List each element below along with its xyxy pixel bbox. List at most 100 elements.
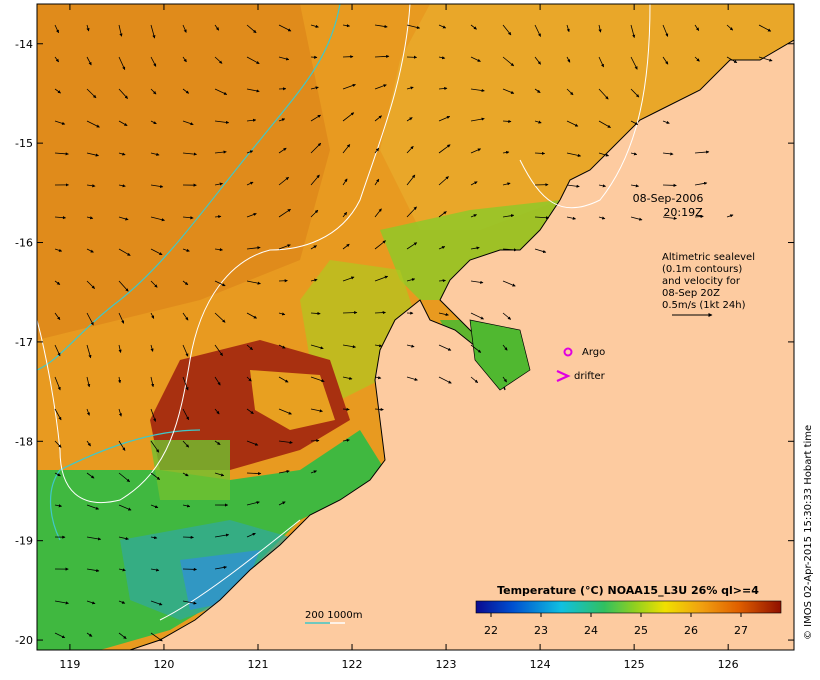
velocity-arrow xyxy=(534,88,541,93)
velocity-arrow xyxy=(278,312,286,316)
svg-text:0.5m/s (1kt 24h): 0.5m/s (1kt 24h) xyxy=(662,300,746,311)
velocity-arrow xyxy=(54,248,63,252)
velocity-arrow xyxy=(54,344,61,357)
velocity-arrow xyxy=(54,216,67,220)
velocity-arrow xyxy=(470,24,477,30)
velocity-arrow xyxy=(86,344,92,359)
velocity-arrow xyxy=(214,182,224,186)
velocity-arrow xyxy=(438,115,451,122)
velocity-arrow xyxy=(118,120,128,127)
velocity-arrow xyxy=(86,632,93,637)
velocity-arrow xyxy=(86,568,100,573)
velocity-arrow xyxy=(374,275,389,282)
velocity-arrow xyxy=(662,216,677,220)
colorbar-tick-label: 25 xyxy=(634,624,648,637)
velocity-arrow xyxy=(182,600,197,605)
velocity-arrow xyxy=(86,152,99,157)
velocity-arrow xyxy=(214,24,220,31)
drifter-legend: drifter xyxy=(556,369,606,383)
velocity-arrow xyxy=(470,117,485,122)
velocity-arrow xyxy=(86,248,94,253)
velocity-arrow xyxy=(278,440,293,444)
isobath-1000m xyxy=(37,4,651,621)
x-tick-label: 126 xyxy=(718,658,739,671)
velocity-arrow xyxy=(54,376,61,391)
velocity-arrow xyxy=(86,408,90,416)
velocity-arrow xyxy=(438,211,447,218)
velocity-arrow xyxy=(406,278,416,282)
velocity-arrow xyxy=(662,56,669,65)
velocity-arrow xyxy=(662,120,670,124)
svg-text:200 1000m: 200 1000m xyxy=(305,610,362,621)
velocity-arrow xyxy=(246,501,260,506)
x-tick-label: 121 xyxy=(247,658,268,671)
velocity-arrow xyxy=(54,504,63,508)
velocity-arrow xyxy=(406,242,418,250)
velocity-arrow xyxy=(310,470,317,474)
velocity-arrow xyxy=(150,216,165,222)
velocity-arrow xyxy=(246,280,261,285)
velocity-arrow xyxy=(470,214,477,218)
velocity-arrow xyxy=(470,246,480,250)
velocity-arrow xyxy=(310,408,323,413)
velocity-arrow xyxy=(118,312,125,324)
x-tick-label: 125 xyxy=(624,658,645,671)
velocity-arrow xyxy=(310,311,321,316)
velocity-arrow xyxy=(374,147,380,154)
velocity-arrow xyxy=(54,440,62,448)
velocity-arrow xyxy=(150,88,157,95)
velocity-arrow xyxy=(246,181,254,186)
velocity-arrow xyxy=(118,152,126,156)
velocity-arrow xyxy=(118,344,122,353)
velocity-arrow xyxy=(470,280,484,284)
velocity-arrow xyxy=(374,407,384,412)
velocity-arrow xyxy=(502,56,515,67)
velocity-arrow xyxy=(342,243,350,250)
velocity-arrow xyxy=(182,120,194,126)
velocity-arrow xyxy=(534,120,542,124)
y-axis: -14 -15 -16 -17 -18 -19 -20 xyxy=(15,38,794,647)
velocity-arrow xyxy=(246,24,257,34)
velocity-arrow xyxy=(118,632,127,639)
velocity-arrow xyxy=(118,216,129,221)
y-tick-label: -14 xyxy=(15,38,33,51)
x-axis: 119 120 121 122 123 124 125 126 xyxy=(59,4,739,671)
velocity-arrow xyxy=(566,88,574,96)
velocity-arrow xyxy=(342,178,348,186)
velocity-arrow xyxy=(502,119,512,123)
velocity-arrow xyxy=(438,144,451,154)
velocity-arrow xyxy=(150,120,157,125)
velocity-arrow xyxy=(150,280,158,288)
velocity-arrow xyxy=(598,184,607,188)
velocity-arrow xyxy=(118,280,129,292)
velocity-arrow xyxy=(310,278,318,282)
velocity-arrow xyxy=(374,311,386,315)
velocity-arrow xyxy=(246,56,260,65)
velocity-arrow xyxy=(310,114,321,122)
velocity-arrow xyxy=(214,565,227,570)
velocity-arrow xyxy=(310,24,319,28)
velocity-arrow xyxy=(214,215,222,219)
velocity-arrow xyxy=(182,24,187,33)
plot-frame xyxy=(36,3,795,651)
velocity-arrow xyxy=(278,376,289,383)
velocity-arrow xyxy=(182,248,190,252)
velocity-arrow xyxy=(598,152,610,157)
velocity-arrow xyxy=(406,376,418,381)
velocity-arrow xyxy=(694,181,708,186)
velocity-arrow xyxy=(342,276,355,282)
velocity-arrow xyxy=(662,24,669,37)
velocity-arrow xyxy=(182,408,190,421)
velocity-arrow xyxy=(54,24,59,34)
velocity-arrow xyxy=(118,248,131,256)
velocity-arrow xyxy=(566,56,571,63)
velocity-arrow xyxy=(406,344,415,348)
svg-text:Altimetric sealevel: Altimetric sealevel xyxy=(662,252,755,263)
velocity-arrow xyxy=(470,148,482,154)
velocity-arrow xyxy=(374,24,388,29)
velocity-arrow xyxy=(246,532,256,538)
colorbar-tick-label: 23 xyxy=(534,624,548,637)
velocity-arrow xyxy=(406,86,414,90)
velocity-arrow xyxy=(278,176,289,186)
